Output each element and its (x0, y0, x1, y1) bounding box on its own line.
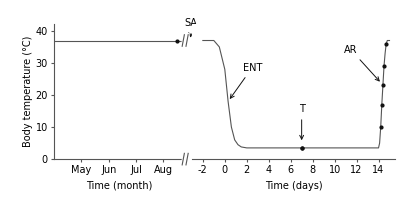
Text: T: T (299, 104, 305, 139)
Y-axis label: Body temperature (°C): Body temperature (°C) (23, 36, 33, 147)
Text: ENT: ENT (230, 63, 262, 98)
X-axis label: Time (days): Time (days) (265, 181, 322, 191)
Text: AR: AR (344, 45, 379, 81)
X-axis label: Time (month): Time (month) (87, 181, 153, 191)
Text: SA: SA (184, 18, 197, 37)
